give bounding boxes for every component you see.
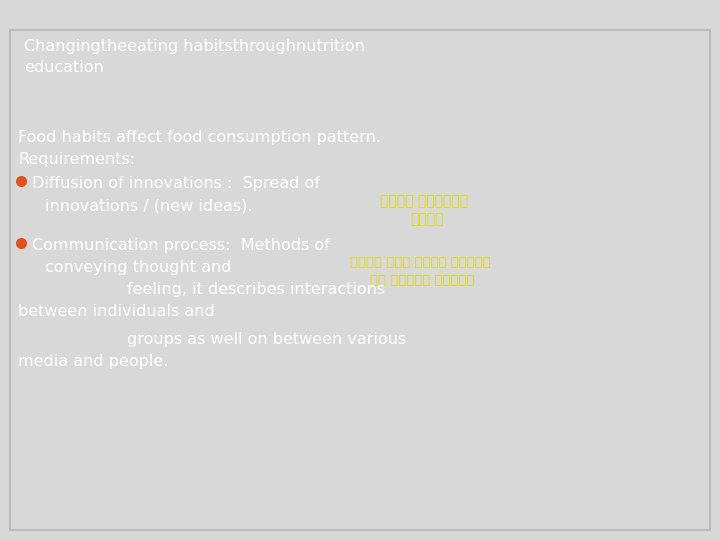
Text: media and people.: media and people. — [18, 354, 168, 369]
Text: conveying thought and: conveying thought and — [45, 260, 232, 275]
Text: فكرة وموضوع: فكرة وموضوع — [380, 194, 468, 208]
Text: Requirements:: Requirements: — [18, 152, 135, 167]
Text: Communication process:  Methods of: Communication process: Methods of — [32, 238, 330, 253]
Text: feeling, it describes interactions: feeling, it describes interactions — [45, 282, 385, 297]
Text: أيكم فيه أكثر احلها: أيكم فيه أكثر احلها — [350, 256, 491, 269]
Text: between individuals and: between individuals and — [18, 304, 215, 319]
Text: innovations / (new ideas).: innovations / (new ideas). — [45, 198, 253, 213]
Text: Diffusion of innovations :  Spread of: Diffusion of innovations : Spread of — [32, 176, 320, 191]
Text: Changingtheeating habitsthroughnutrition
education: Changingtheeating habitsthroughnutrition… — [24, 39, 365, 75]
Text: Food habits affect food consumption pattern.: Food habits affect food consumption patt… — [18, 130, 381, 145]
Text: وا وصفخا للناس: وا وصفخا للناس — [370, 274, 474, 287]
Text: groups as well on between various: groups as well on between various — [45, 332, 406, 347]
Text: معين: معين — [410, 212, 444, 226]
